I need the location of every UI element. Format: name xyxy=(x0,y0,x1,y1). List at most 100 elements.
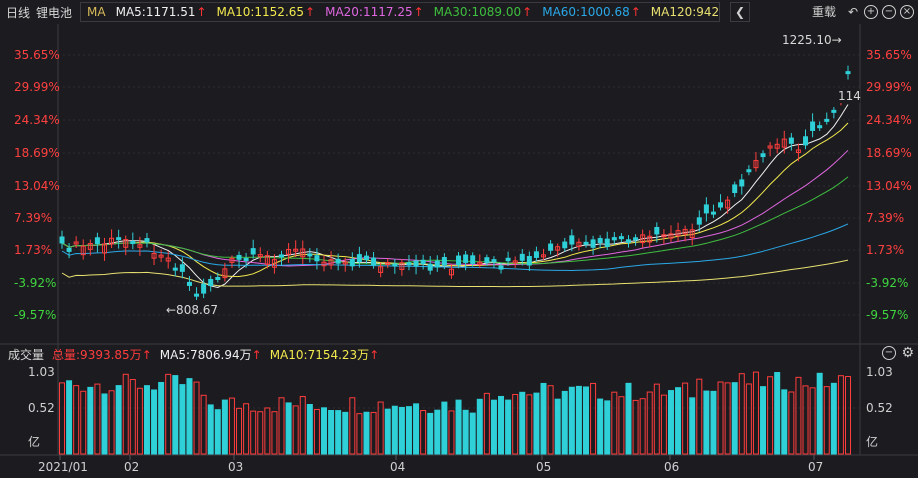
zoom-in-icon[interactable]: + xyxy=(864,4,878,19)
volume-bar xyxy=(335,410,342,455)
volume-bar xyxy=(788,391,795,455)
candle-body xyxy=(434,260,440,268)
candle-body xyxy=(498,265,504,270)
period-label[interactable]: 日线 xyxy=(6,5,31,20)
volume-bar xyxy=(80,390,87,455)
ma30-line xyxy=(61,176,849,265)
volume-bar xyxy=(278,397,285,455)
volume-bar xyxy=(101,393,108,455)
candle-body xyxy=(448,268,454,276)
volume-bar xyxy=(533,392,540,455)
volume-bar xyxy=(767,376,774,455)
minus-icon[interactable]: − xyxy=(882,346,896,360)
volume-bar xyxy=(561,390,568,455)
volume-bar xyxy=(752,371,759,455)
volume-bar xyxy=(271,411,278,455)
candle-body xyxy=(378,266,384,273)
volume-bar xyxy=(349,397,356,455)
right-toolbar: 重载 ↶ + − × xyxy=(812,3,914,20)
candle-body xyxy=(243,257,249,261)
candle-body xyxy=(781,138,787,148)
candle-body xyxy=(286,248,292,255)
volume-bar xyxy=(165,373,172,455)
date-axis-label: 04 xyxy=(390,460,405,474)
candle-body xyxy=(335,258,341,264)
candle-body xyxy=(94,237,100,245)
volume-bar xyxy=(667,390,674,455)
volume-bar xyxy=(476,398,483,455)
volume-bar xyxy=(781,389,788,455)
volume-bar xyxy=(299,396,306,455)
price-axis-right-label: 29.99% xyxy=(866,80,912,94)
candle-body xyxy=(342,261,348,265)
ma120-value: MA120:942.03↑ xyxy=(650,5,720,19)
volume-bar xyxy=(143,385,150,455)
candle-body xyxy=(725,199,731,209)
volume-bar xyxy=(816,372,823,455)
candle-body xyxy=(845,71,851,75)
volume-bar xyxy=(250,410,257,455)
restore-button[interactable]: 重载 xyxy=(811,5,836,19)
volume-bar xyxy=(703,390,710,455)
volume-axis-left-label: 1.03 xyxy=(28,365,55,379)
price-axis-right-label: 18.69% xyxy=(866,146,912,160)
ma-legend[interactable]: MA MA5:1171.51↑ MA10:1152.65↑ MA20:1117.… xyxy=(80,2,721,22)
candle-body xyxy=(363,255,369,261)
candle-body xyxy=(569,235,575,245)
low-annotation: ←808.67 xyxy=(166,303,218,317)
volume-bar xyxy=(441,401,448,455)
candle-body xyxy=(689,229,695,238)
candle-body xyxy=(144,238,150,243)
volume-bar xyxy=(186,378,193,455)
candle-body xyxy=(371,257,377,266)
candle-body xyxy=(703,204,709,214)
volume-bar xyxy=(604,400,611,455)
volume-bar xyxy=(597,398,604,455)
candle-body xyxy=(293,248,299,252)
high-annotation: 1225.10→ xyxy=(782,33,842,47)
volume-bar xyxy=(526,394,533,455)
date-axis-label: 06 xyxy=(664,460,679,474)
volume-bar xyxy=(483,392,490,455)
close-icon[interactable]: × xyxy=(900,4,914,19)
price-axis-left-label: 24.34% xyxy=(14,113,60,127)
volume-bar xyxy=(172,375,179,455)
volume-axis-right-label: 亿 xyxy=(866,434,878,449)
volume-bar xyxy=(115,385,122,455)
zoom-out-icon[interactable]: − xyxy=(882,4,896,19)
volume-bar xyxy=(455,399,462,455)
volume-ma5: MA5:7806.94万↑ xyxy=(159,347,262,362)
volume-bar xyxy=(568,386,575,455)
volume-bar xyxy=(285,402,292,455)
volume-bar xyxy=(760,386,767,455)
candle-body xyxy=(271,259,277,268)
ma5-value: MA5:1171.51↑ xyxy=(115,5,207,19)
volume-axis-left-label: 亿 xyxy=(28,434,40,449)
volume-bar xyxy=(420,410,427,455)
volume-bar xyxy=(823,386,830,455)
undo-icon[interactable]: ↶ xyxy=(847,4,859,19)
volume-bar xyxy=(731,382,738,455)
candle-body xyxy=(746,169,752,173)
volume-bar xyxy=(618,396,625,455)
volume-bar xyxy=(845,376,851,455)
ma30-value: MA30:1089.00↑ xyxy=(433,5,533,19)
chevron-left-icon[interactable]: ❮ xyxy=(730,2,750,22)
gear-icon[interactable]: ⚙ xyxy=(901,345,914,361)
candle-body xyxy=(328,259,334,266)
volume-bar xyxy=(547,385,554,455)
candle-body xyxy=(441,257,447,266)
price-axis-right-label: 1.73% xyxy=(866,243,904,257)
candle-body xyxy=(555,246,561,251)
stock-name: 锂电池 xyxy=(36,5,73,20)
volume-bar xyxy=(214,409,221,455)
candle-body xyxy=(618,236,624,240)
candle-body xyxy=(533,251,539,258)
candle-body xyxy=(477,261,483,265)
volume-bar xyxy=(207,404,214,455)
volume-bar xyxy=(448,410,455,455)
candle-body xyxy=(718,202,724,208)
candle-body xyxy=(279,254,285,258)
candle-body xyxy=(611,237,617,241)
